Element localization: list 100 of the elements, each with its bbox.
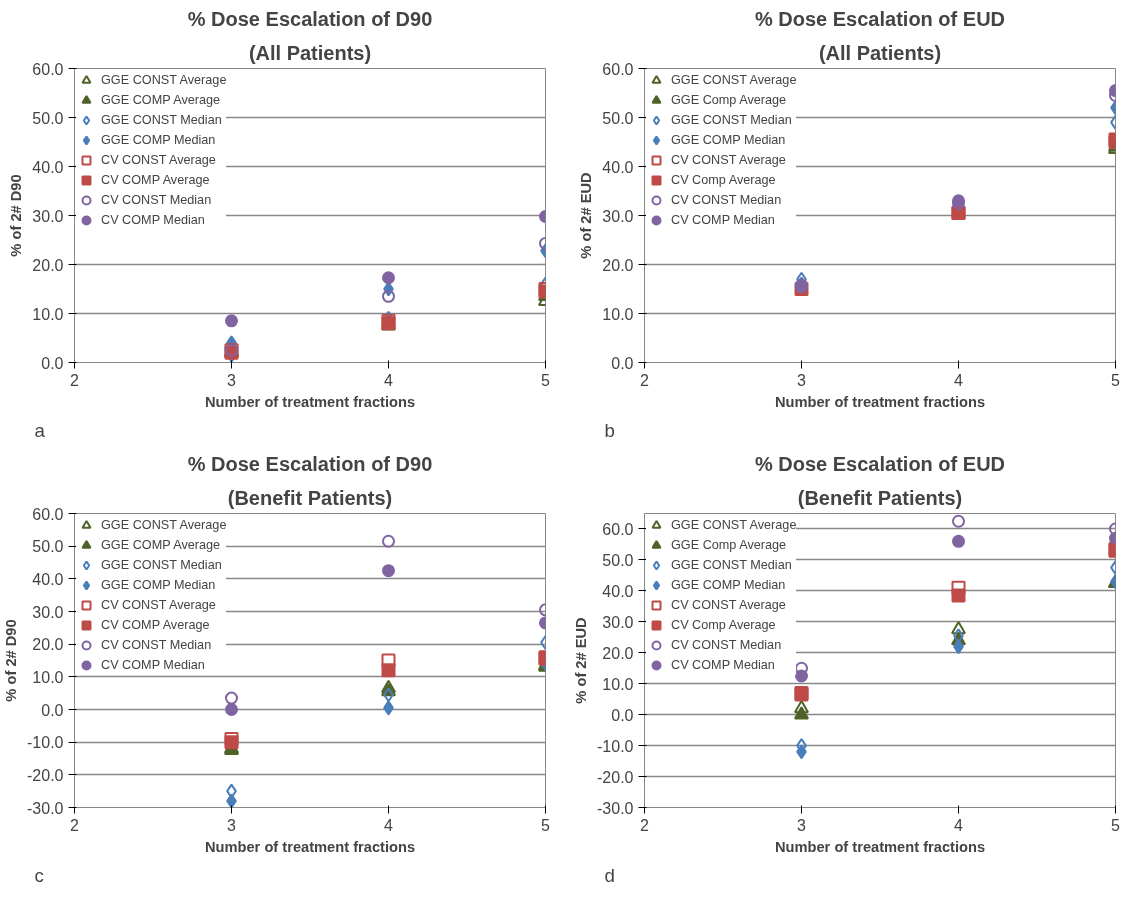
legend-label: CV COMP Median bbox=[101, 212, 205, 229]
y-tick-label: 30.0 bbox=[32, 603, 64, 621]
legend-label: GGE COMP Median bbox=[671, 132, 786, 149]
y-tick-label: 10.0 bbox=[32, 668, 64, 686]
x-axis-title: Number of treatment fractions bbox=[204, 393, 416, 410]
text: b bbox=[604, 419, 615, 441]
legend-label: CV COMP Median bbox=[671, 212, 775, 229]
legend-label: GGE CONST Median bbox=[101, 112, 222, 129]
legend-label: GGE Comp Average bbox=[671, 537, 787, 554]
x-tick-label: 5 bbox=[1111, 816, 1121, 834]
legend-label: GGE CONST Average bbox=[101, 517, 227, 534]
y-tick-label: 10.0 bbox=[602, 305, 634, 323]
legend-label: CV Comp Average bbox=[671, 172, 776, 189]
x-axis-title: Number of treatment fractions bbox=[774, 393, 986, 410]
y-tick-label: 60.0 bbox=[602, 60, 634, 78]
x-tick-label: 3 bbox=[797, 816, 807, 834]
legend-label: CV CONST Average bbox=[671, 152, 786, 169]
chart-title: % Dose Escalation of D90 bbox=[187, 7, 433, 30]
x-tick-label: 2 bbox=[70, 371, 80, 389]
x-tick-label: 5 bbox=[541, 371, 551, 389]
x-tick-label: 4 bbox=[384, 371, 394, 389]
y-tick-label: 20.0 bbox=[32, 256, 64, 274]
legend-label: CV CONST Median bbox=[101, 192, 212, 209]
chart-subtitle: (All Patients) bbox=[248, 41, 372, 64]
x-tick-label: 5 bbox=[1111, 371, 1121, 389]
y-tick-label: -10.0 bbox=[27, 734, 64, 752]
text: d bbox=[604, 864, 615, 886]
legend-label: CV CONST Median bbox=[671, 192, 782, 209]
y-tick-label: 40.0 bbox=[602, 582, 634, 600]
y-tick-label: 20.0 bbox=[602, 256, 634, 274]
chart-title: % Dose Escalation of EUD bbox=[754, 452, 1006, 475]
y-tick-label: 60.0 bbox=[602, 520, 634, 538]
y-tick-label: 30.0 bbox=[32, 207, 64, 225]
y-tick-label: 0.0 bbox=[611, 706, 634, 724]
y-tick-label: -30.0 bbox=[597, 799, 634, 817]
y-tick-label: 50.0 bbox=[602, 551, 634, 569]
text: c bbox=[34, 864, 44, 886]
y-tick-label: 50.0 bbox=[32, 109, 64, 127]
legend-label: CV CONST Average bbox=[101, 152, 216, 169]
legend-label: GGE CONST Median bbox=[671, 557, 792, 574]
y-tick-label: 20.0 bbox=[32, 636, 64, 654]
y-tick-label: 0.0 bbox=[41, 354, 64, 372]
x-tick-label: 3 bbox=[797, 371, 807, 389]
legend-label: CV COMP Median bbox=[101, 657, 205, 674]
y-tick-label: 40.0 bbox=[602, 158, 634, 176]
legend-label: GGE COMP Median bbox=[101, 132, 216, 149]
x-tick-label: 2 bbox=[70, 816, 80, 834]
y-axis-title: % of 2# EUD bbox=[573, 617, 590, 704]
x-tick-label: 4 bbox=[384, 816, 394, 834]
chart-title: % Dose Escalation of EUD bbox=[754, 7, 1006, 30]
y-axis-title: % of 2# D90 bbox=[8, 174, 25, 257]
x-tick-label: 3 bbox=[227, 816, 237, 834]
legend-label: GGE Comp Average bbox=[671, 92, 787, 109]
y-tick-label: 40.0 bbox=[32, 158, 64, 176]
legend-label: CV COMP Median bbox=[671, 657, 775, 674]
chart-title: % Dose Escalation of D90 bbox=[187, 452, 433, 475]
y-tick-label: 10.0 bbox=[32, 305, 64, 323]
x-axis-title: Number of treatment fractions bbox=[204, 838, 416, 855]
legend-label: GGE COMP Average bbox=[101, 92, 221, 109]
y-tick-label: 0.0 bbox=[611, 354, 634, 372]
legend-label: CV COMP Average bbox=[101, 172, 210, 189]
legend-label: GGE COMP Median bbox=[671, 577, 786, 594]
x-tick-label: 3 bbox=[227, 371, 237, 389]
chart-subtitle: (All Patients) bbox=[818, 41, 942, 64]
y-tick-label: -20.0 bbox=[27, 766, 64, 784]
y-tick-label: 50.0 bbox=[602, 109, 634, 127]
y-tick-label: -20.0 bbox=[597, 768, 634, 786]
x-tick-label: 2 bbox=[640, 816, 650, 834]
x-tick-label: 5 bbox=[541, 816, 551, 834]
y-tick-label: 40.0 bbox=[32, 570, 64, 588]
y-tick-label: 50.0 bbox=[32, 538, 64, 556]
y-tick-label: 60.0 bbox=[32, 60, 64, 78]
y-tick-label: 10.0 bbox=[602, 675, 634, 693]
legend-label: GGE CONST Median bbox=[101, 557, 222, 574]
y-tick-label: 20.0 bbox=[602, 644, 634, 662]
y-tick-label: 30.0 bbox=[602, 613, 634, 631]
legend-label: CV CONST Average bbox=[101, 597, 216, 614]
x-tick-label: 2 bbox=[640, 371, 650, 389]
x-axis-title: Number of treatment fractions bbox=[774, 838, 986, 855]
legend-label: CV CONST Median bbox=[101, 637, 212, 654]
y-tick-label: 60.0 bbox=[32, 505, 64, 523]
y-tick-label: -30.0 bbox=[27, 799, 64, 817]
legend-label: GGE COMP Average bbox=[101, 537, 221, 554]
y-tick-label: 30.0 bbox=[602, 207, 634, 225]
x-tick-label: 4 bbox=[954, 816, 964, 834]
legend-label: CV COMP Average bbox=[101, 617, 210, 634]
y-tick-label: 0.0 bbox=[41, 701, 64, 719]
chart-subtitle: (Benefit Patients) bbox=[227, 486, 393, 509]
x-tick-label: 4 bbox=[954, 371, 964, 389]
y-tick-label: -10.0 bbox=[597, 737, 634, 755]
text: a bbox=[34, 419, 46, 441]
y-axis-title: % of 2# D90 bbox=[3, 619, 20, 702]
legend-label: GGE COMP Median bbox=[101, 577, 216, 594]
legend-label: CV Comp Average bbox=[671, 617, 776, 634]
legend-label: CV CONST Average bbox=[671, 597, 786, 614]
legend-label: GGE CONST Average bbox=[101, 72, 227, 89]
legend-label: GGE CONST Average bbox=[671, 517, 797, 534]
y-axis-title: % of 2# EUD bbox=[578, 172, 595, 259]
legend-label: GGE CONST Median bbox=[671, 112, 792, 129]
chart-subtitle: (Benefit Patients) bbox=[797, 486, 963, 509]
